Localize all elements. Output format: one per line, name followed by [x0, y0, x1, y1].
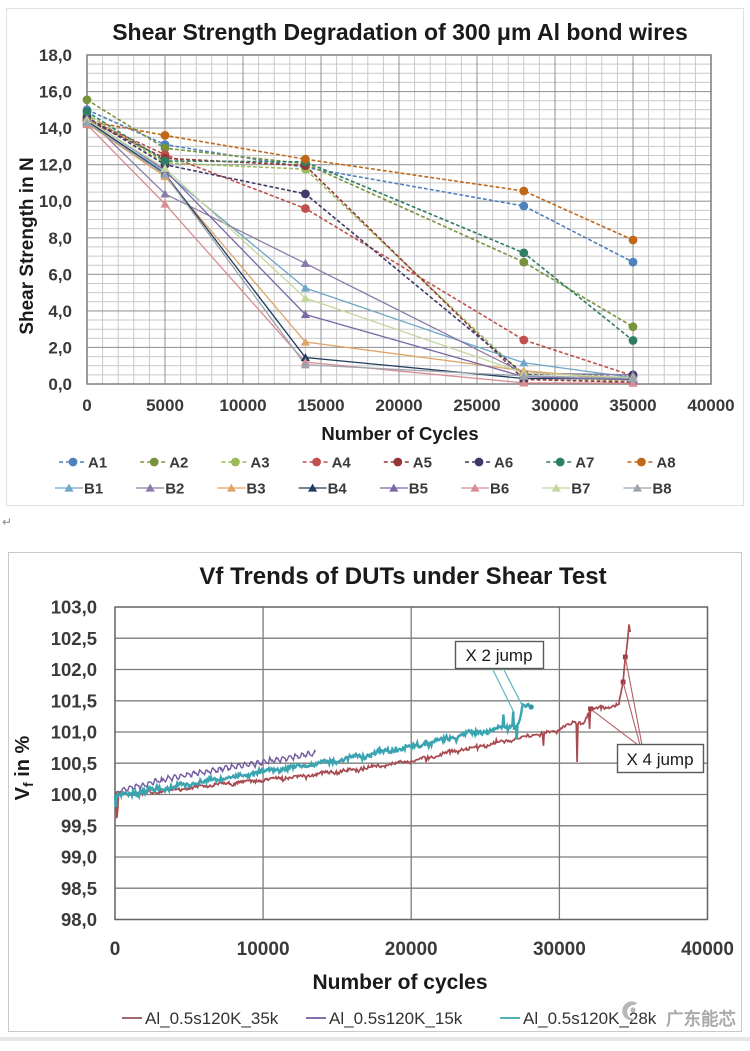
svg-text:101,5: 101,5: [51, 690, 97, 711]
svg-text:Number of Cycles: Number of Cycles: [321, 423, 478, 444]
svg-text:A3: A3: [250, 455, 269, 472]
svg-text:Number of cycles: Number of cycles: [312, 971, 487, 994]
svg-text:100,0: 100,0: [51, 784, 97, 805]
svg-text:↵: ↵: [2, 515, 12, 529]
svg-text:A2: A2: [169, 455, 188, 472]
svg-text:99,0: 99,0: [61, 847, 97, 868]
svg-text:15000: 15000: [297, 396, 344, 415]
svg-text:98,5: 98,5: [61, 878, 97, 899]
svg-text:X 2 jump: X 2 jump: [465, 646, 532, 665]
svg-text:5000: 5000: [146, 396, 184, 415]
svg-text:B5: B5: [409, 481, 428, 498]
svg-text:35000: 35000: [609, 396, 656, 415]
svg-text:100,5: 100,5: [51, 753, 97, 774]
svg-text:10000: 10000: [237, 939, 290, 960]
svg-text:Vf Trends of DUTs under Shear: Vf Trends of DUTs under Shear Test: [199, 563, 606, 590]
svg-text:14,0: 14,0: [39, 119, 72, 138]
svg-text:B2: B2: [165, 481, 184, 498]
svg-text:B8: B8: [652, 481, 671, 498]
svg-text:B3: B3: [246, 481, 265, 498]
svg-text:102,5: 102,5: [51, 628, 97, 649]
svg-text:98,0: 98,0: [61, 909, 97, 930]
svg-text:0: 0: [82, 396, 91, 415]
svg-text:99,5: 99,5: [61, 815, 97, 836]
svg-text:0,0: 0,0: [48, 375, 72, 394]
svg-text:Shear Strength Degradation of: Shear Strength Degradation of 300 μm Al …: [112, 19, 688, 45]
svg-text:20000: 20000: [375, 396, 422, 415]
svg-text:101,0: 101,0: [51, 722, 97, 743]
svg-text:Shear Strength in N: Shear Strength in N: [17, 157, 38, 334]
svg-text:40000: 40000: [687, 396, 734, 415]
svg-text:2,0: 2,0: [48, 338, 72, 357]
svg-text:A6: A6: [494, 455, 513, 472]
svg-text:20000: 20000: [385, 939, 438, 960]
svg-text:0: 0: [110, 939, 121, 960]
svg-text:103,0: 103,0: [51, 597, 97, 618]
svg-text:8,0: 8,0: [48, 229, 72, 248]
svg-text:12,0: 12,0: [39, 156, 72, 175]
svg-text:A7: A7: [575, 455, 594, 472]
svg-text:X 4 jump: X 4 jump: [626, 750, 693, 769]
svg-text:B7: B7: [571, 481, 590, 498]
svg-text:A5: A5: [413, 455, 432, 472]
svg-text:A8: A8: [656, 455, 675, 472]
svg-text:Al_0.5s120K_15k: Al_0.5s120K_15k: [329, 1009, 463, 1028]
svg-text:B1: B1: [84, 481, 103, 498]
svg-text:4,0: 4,0: [48, 302, 72, 321]
svg-text:Vf in %: Vf in %: [12, 735, 36, 800]
svg-text:6,0: 6,0: [48, 265, 72, 284]
svg-text:30000: 30000: [533, 939, 586, 960]
svg-text:A4: A4: [332, 455, 352, 472]
svg-text:Al_0.5s120K_35k: Al_0.5s120K_35k: [145, 1009, 279, 1028]
svg-text:30000: 30000: [531, 396, 578, 415]
svg-text:B6: B6: [490, 481, 509, 498]
svg-text:40000: 40000: [681, 939, 734, 960]
svg-text:102,0: 102,0: [51, 659, 97, 680]
svg-text:10000: 10000: [219, 396, 266, 415]
svg-text:25000: 25000: [453, 396, 500, 415]
svg-text:广东能芯: 广东能芯: [666, 1009, 736, 1029]
svg-text:A1: A1: [88, 455, 107, 472]
svg-text:B4: B4: [328, 481, 348, 498]
svg-text:16,0: 16,0: [39, 83, 72, 102]
svg-text:18,0: 18,0: [39, 46, 72, 65]
svg-text:10,0: 10,0: [39, 192, 72, 211]
